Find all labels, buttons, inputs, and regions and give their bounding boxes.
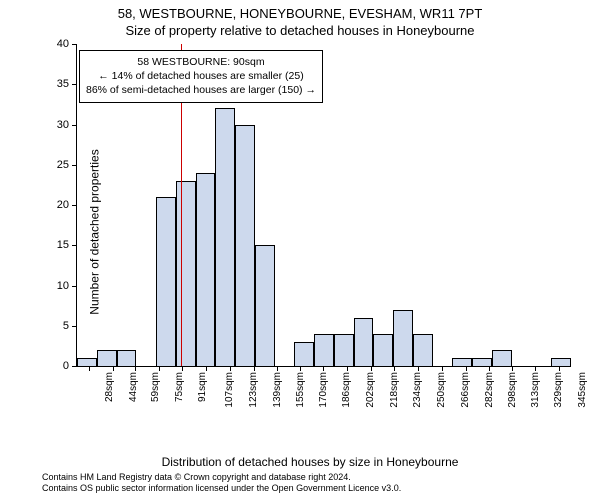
x-tick: [442, 366, 443, 371]
x-tick: [159, 366, 160, 371]
y-tick: [72, 84, 77, 85]
x-tick-label: 44sqm: [128, 372, 139, 402]
chart-container: 58, WESTBOURNE, HONEYBOURNE, EVESHAM, WR…: [0, 0, 600, 500]
histogram-bar: [314, 334, 334, 366]
x-tick-label: 107sqm: [224, 372, 235, 408]
histogram-bar: [354, 318, 374, 366]
plot-area: 051015202530354028sqm44sqm59sqm75sqm91sq…: [76, 44, 571, 367]
x-tick-label: 345sqm: [577, 372, 588, 408]
x-tick: [535, 366, 536, 371]
histogram-bar: [196, 173, 216, 366]
histogram-bar: [156, 197, 176, 366]
info-box-line1: 58 WESTBOURNE: 90sqm: [86, 55, 316, 69]
histogram-bar: [255, 245, 275, 366]
x-tick-label: 313sqm: [529, 372, 540, 408]
plot-wrap: Number of detached properties 0510152025…: [50, 44, 570, 419]
y-tick-label: 25: [57, 159, 69, 171]
x-tick: [135, 366, 136, 371]
x-tick: [371, 366, 372, 371]
y-tick-label: 15: [57, 239, 69, 251]
x-tick-label: 298sqm: [507, 372, 518, 408]
x-tick-label: 28sqm: [104, 372, 115, 402]
y-tick: [72, 165, 77, 166]
x-tick: [512, 366, 513, 371]
y-tick-label: 30: [57, 119, 69, 131]
x-tick-label: 202sqm: [365, 372, 376, 408]
y-tick-label: 10: [57, 280, 69, 292]
y-tick-label: 40: [57, 38, 69, 50]
histogram-bar: [334, 334, 354, 366]
y-tick: [72, 245, 77, 246]
y-tick: [72, 326, 77, 327]
histogram-bar: [235, 125, 255, 367]
x-tick: [347, 366, 348, 371]
histogram-bar: [117, 350, 137, 366]
chart-title-line2: Size of property relative to detached ho…: [0, 21, 600, 38]
attribution-block: Contains HM Land Registry data © Crown c…: [42, 472, 401, 495]
x-tick: [206, 366, 207, 371]
y-tick: [72, 205, 77, 206]
y-tick-label: 0: [63, 360, 69, 372]
x-tick-label: 234sqm: [412, 372, 423, 408]
x-tick: [418, 366, 419, 371]
x-tick: [559, 366, 560, 371]
histogram-bar: [413, 334, 433, 366]
info-box: 58 WESTBOURNE: 90sqm← 14% of detached ho…: [79, 50, 323, 103]
histogram-bar: [492, 350, 512, 366]
x-tick: [300, 366, 301, 371]
info-box-line3: 86% of semi-detached houses are larger (…: [86, 83, 316, 97]
histogram-bar: [97, 350, 117, 366]
y-tick: [72, 125, 77, 126]
x-tick: [323, 366, 324, 371]
x-tick-label: 170sqm: [317, 372, 328, 408]
x-tick: [394, 366, 395, 371]
x-tick-label: 91sqm: [197, 372, 208, 402]
attribution-line1: Contains HM Land Registry data © Crown c…: [42, 472, 401, 483]
histogram-bar: [472, 358, 492, 366]
x-tick: [113, 366, 114, 371]
x-tick-label: 139sqm: [271, 372, 282, 408]
histogram-bar: [294, 342, 314, 366]
histogram-bar: [77, 358, 97, 366]
x-tick-label: 59sqm: [150, 372, 161, 402]
histogram-bar: [452, 358, 472, 366]
x-tick-label: 186sqm: [341, 372, 352, 408]
x-tick: [489, 366, 490, 371]
y-tick-label: 5: [63, 320, 69, 332]
x-tick: [230, 366, 231, 371]
histogram-bar: [215, 108, 235, 366]
x-tick-label: 282sqm: [483, 372, 494, 408]
y-tick: [72, 44, 77, 45]
histogram-bar: [373, 334, 393, 366]
x-tick: [254, 366, 255, 371]
y-tick: [72, 286, 77, 287]
x-tick-label: 218sqm: [389, 372, 400, 408]
x-tick-label: 123sqm: [248, 372, 259, 408]
y-tick-label: 35: [57, 78, 69, 90]
y-tick: [72, 366, 77, 367]
x-axis-label: Distribution of detached houses by size …: [50, 455, 570, 469]
x-tick-label: 75sqm: [174, 372, 185, 402]
histogram-bar: [393, 310, 413, 366]
attribution-line2: Contains OS public sector information li…: [42, 483, 401, 494]
x-tick: [466, 366, 467, 371]
info-box-line2: ← 14% of detached houses are smaller (25…: [86, 69, 316, 83]
histogram-bar: [551, 358, 571, 366]
x-tick: [277, 366, 278, 371]
x-tick: [89, 366, 90, 371]
chart-title-line1: 58, WESTBOURNE, HONEYBOURNE, EVESHAM, WR…: [0, 0, 600, 21]
x-tick-label: 250sqm: [436, 372, 447, 408]
histogram-bar: [176, 181, 196, 366]
x-tick-label: 266sqm: [460, 372, 471, 408]
x-tick: [182, 366, 183, 371]
x-tick-label: 329sqm: [553, 372, 564, 408]
y-tick-label: 20: [57, 199, 69, 211]
x-tick-label: 155sqm: [295, 372, 306, 408]
